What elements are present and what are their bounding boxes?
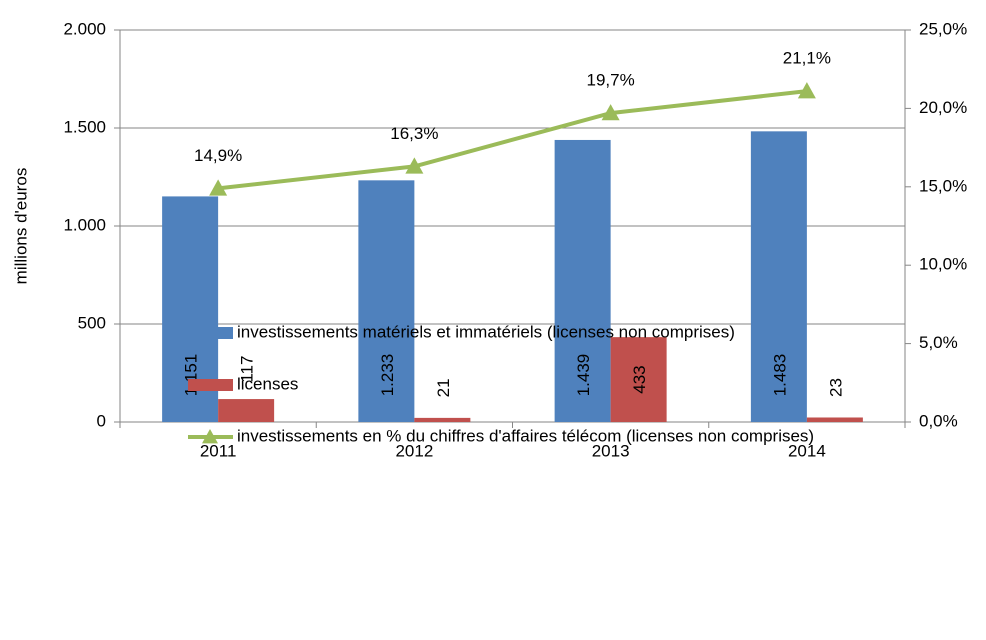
y-tick-label: 1.000 (63, 215, 106, 234)
data-label: 19,7% (587, 71, 635, 90)
y-tick-label: 0 (97, 411, 106, 430)
marker (209, 179, 228, 196)
y2-tick-label: 20,0% (919, 98, 967, 117)
legend-swatch (188, 379, 233, 391)
legend-swatch (188, 327, 233, 339)
data-label: 16,3% (390, 124, 438, 143)
y2-tick-label: 15,0% (919, 176, 967, 195)
legend-marker (202, 429, 218, 444)
y-tick-label: 2.000 (63, 19, 106, 38)
legend-label: investissements matériels et immatériels… (237, 322, 735, 341)
data-label: 21 (434, 378, 453, 397)
data-label: 117 (238, 356, 257, 383)
y2-tick-label: 10,0% (919, 255, 967, 274)
bar (414, 417, 471, 422)
legend-label: investissements en % du chiffres d'affai… (237, 426, 814, 445)
y2-tick-label: 5,0% (919, 333, 958, 352)
data-label: 14,9% (194, 146, 242, 165)
y-tick-label: 500 (78, 313, 106, 332)
marker (797, 82, 816, 99)
bar (610, 337, 667, 422)
bar (806, 417, 863, 422)
data-label: 1.233 (378, 354, 397, 397)
data-label: 21,1% (783, 49, 831, 68)
legend-label: licenses (237, 374, 298, 393)
marker (405, 157, 424, 174)
data-label: 1.483 (770, 354, 789, 397)
x-tick-label: 2011 (200, 441, 237, 460)
data-label: 433 (630, 365, 649, 393)
y2-tick-label: 25,0% (919, 19, 967, 38)
data-label: 23 (826, 378, 845, 397)
bar (358, 180, 415, 422)
x-tick-label: 2013 (592, 441, 630, 460)
line (217, 89, 808, 191)
y2-tick-label: 0,0% (919, 411, 958, 430)
marker (601, 104, 620, 121)
x-tick-label: 2012 (395, 441, 433, 460)
bar (218, 399, 275, 422)
y-tick-label: 1.500 (63, 117, 106, 136)
x-tick-label: 2014 (788, 441, 826, 460)
bar (750, 131, 807, 422)
y-axis-label: millions d'euros (11, 168, 30, 285)
data-label: 1.439 (574, 354, 593, 397)
bar (554, 139, 611, 422)
